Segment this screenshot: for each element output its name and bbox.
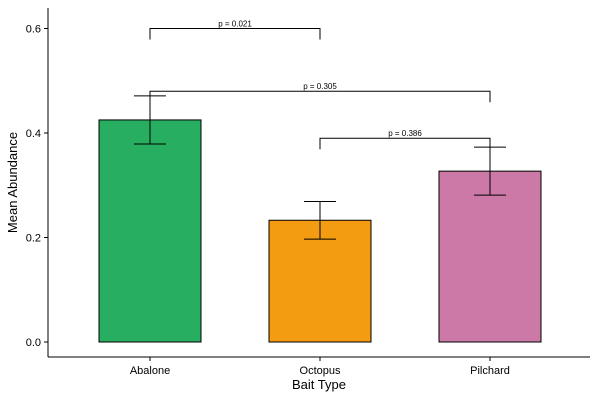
y-tick-label: 0.0 xyxy=(26,337,41,349)
significance-bracket: p = 0.386 xyxy=(319,129,491,150)
significance-annotations: p = 0.021 p = 0.305 p = 0.386 xyxy=(149,20,491,150)
bracket-line xyxy=(149,90,491,103)
y-tick-label: 0.6 xyxy=(26,24,41,36)
x-tick-label: Octopus xyxy=(300,365,341,377)
error-bar-octopus xyxy=(304,200,336,240)
error-bars xyxy=(134,95,506,240)
significance-bracket: p = 0.305 xyxy=(149,82,491,103)
x-axis-title: Bait Type xyxy=(292,377,346,392)
y-axis-title: Mean Abundance xyxy=(5,132,20,233)
p-value-label: p = 0.021 xyxy=(218,20,252,29)
bracket-line xyxy=(319,137,491,150)
axes xyxy=(47,8,590,358)
bar-abalone xyxy=(98,119,202,343)
significance-bracket: p = 0.021 xyxy=(149,20,321,40)
y-tick-label: 0.4 xyxy=(26,128,41,140)
bracket-line xyxy=(149,28,321,40)
ticks: 0.0 0.2 0.4 0.6 Abalone Octopus Pilchard xyxy=(26,24,510,378)
p-value-label: p = 0.305 xyxy=(303,82,337,91)
x-tick-label: Abalone xyxy=(130,365,170,377)
p-value-label: p = 0.386 xyxy=(388,129,422,138)
x-tick-label: Pilchard xyxy=(470,365,510,377)
bar-pilchard xyxy=(438,170,542,343)
bar-octopus xyxy=(268,219,372,343)
y-tick-label: 0.2 xyxy=(26,233,41,245)
